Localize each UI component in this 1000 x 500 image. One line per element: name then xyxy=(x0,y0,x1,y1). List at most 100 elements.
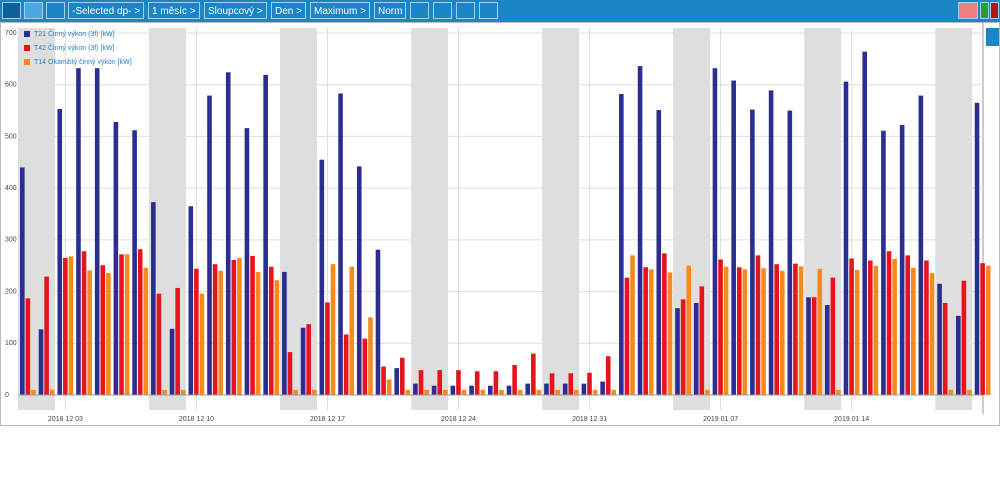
bar xyxy=(199,293,205,395)
bar xyxy=(755,255,761,395)
tool-icon[interactable] xyxy=(990,2,999,19)
bar xyxy=(306,324,311,395)
bar xyxy=(400,357,405,395)
bar xyxy=(905,255,911,395)
bar xyxy=(188,206,194,395)
bar xyxy=(162,389,167,395)
bar xyxy=(207,95,212,396)
bar xyxy=(231,260,237,395)
bar xyxy=(929,272,935,395)
bar xyxy=(81,251,87,395)
toolbar-button[interactable]: Den > xyxy=(271,2,306,19)
legend-swatch xyxy=(24,45,30,51)
bar xyxy=(774,264,779,395)
bar xyxy=(980,263,985,395)
bar xyxy=(736,267,742,395)
toolbar-button[interactable]: Maximum > xyxy=(310,2,370,19)
bar xyxy=(806,297,811,395)
bar xyxy=(723,266,729,395)
bar xyxy=(87,270,92,395)
bar xyxy=(94,68,100,395)
tool-icon[interactable] xyxy=(433,2,452,19)
bar xyxy=(456,370,461,395)
x-tick-label: 2018 12 03 xyxy=(48,416,83,423)
bar xyxy=(49,389,55,395)
bar xyxy=(549,373,555,395)
bar xyxy=(300,327,306,395)
bar xyxy=(574,389,579,395)
y-tick-label: 300 xyxy=(5,237,17,244)
toolbar-button[interactable]: -Selected dp- > xyxy=(68,2,145,19)
bar xyxy=(38,329,44,395)
chart-button[interactable] xyxy=(24,2,43,19)
bar xyxy=(693,302,699,395)
x-tick-label: 2018 12 17 xyxy=(310,416,345,423)
bar xyxy=(892,258,897,395)
x-tick-label: 2018 12 10 xyxy=(179,416,214,423)
tool-icon[interactable] xyxy=(410,2,429,19)
bar xyxy=(843,81,849,396)
bar xyxy=(568,373,574,395)
bar xyxy=(830,277,836,395)
bar xyxy=(356,166,362,395)
y-tick-label: 600 xyxy=(5,82,17,89)
side-toggle[interactable] xyxy=(986,28,999,46)
tool-icon[interactable] xyxy=(456,2,475,19)
bar xyxy=(151,202,156,395)
bar xyxy=(656,110,662,395)
bar xyxy=(506,385,512,395)
bar xyxy=(113,121,119,395)
bar xyxy=(461,389,467,395)
bar xyxy=(854,269,860,395)
bar xyxy=(124,254,130,395)
bar xyxy=(899,125,905,396)
bar xyxy=(918,95,924,396)
bar xyxy=(20,167,25,395)
tool-icon[interactable] xyxy=(958,2,978,19)
legend-label: T42 Činný výkon (3f) [kW] xyxy=(34,43,115,52)
bar xyxy=(330,264,336,395)
bar xyxy=(611,389,617,395)
bar xyxy=(956,315,961,395)
x-tick-label: 2019 01 07 xyxy=(703,416,738,423)
weekend-band xyxy=(542,28,580,410)
bar xyxy=(469,385,474,395)
bar xyxy=(967,389,972,395)
bar xyxy=(555,389,560,395)
bar xyxy=(119,254,124,395)
toolbar-button[interactable]: 1 měsíc > xyxy=(148,2,200,19)
toolbar-button[interactable]: Norm xyxy=(374,2,407,19)
tool-icon[interactable] xyxy=(479,2,498,19)
bar xyxy=(488,385,493,395)
bar xyxy=(536,389,542,395)
bar xyxy=(544,383,549,395)
bar xyxy=(886,251,892,395)
bar xyxy=(137,249,143,395)
bar xyxy=(750,109,755,395)
bar xyxy=(868,260,873,395)
bar xyxy=(512,365,517,395)
bar xyxy=(648,269,654,395)
bar xyxy=(443,389,448,395)
bar xyxy=(924,260,929,395)
bar xyxy=(974,102,980,396)
toolbar-button[interactable]: Sloupcový > xyxy=(204,2,267,19)
bar xyxy=(600,381,605,395)
image-button[interactable] xyxy=(46,2,65,19)
y-tick-label: 200 xyxy=(5,288,17,295)
table-button[interactable] xyxy=(2,2,21,19)
tool-icon[interactable] xyxy=(980,2,989,19)
bar xyxy=(194,268,199,395)
bar xyxy=(630,255,635,395)
bar xyxy=(942,302,948,395)
bar xyxy=(405,389,411,395)
bar xyxy=(31,389,36,395)
bar xyxy=(268,266,274,395)
bar xyxy=(418,370,424,395)
bar xyxy=(319,159,325,395)
bar xyxy=(431,385,437,395)
bar xyxy=(499,389,504,395)
bar xyxy=(531,353,536,395)
bar xyxy=(581,383,587,395)
bar xyxy=(381,366,386,395)
